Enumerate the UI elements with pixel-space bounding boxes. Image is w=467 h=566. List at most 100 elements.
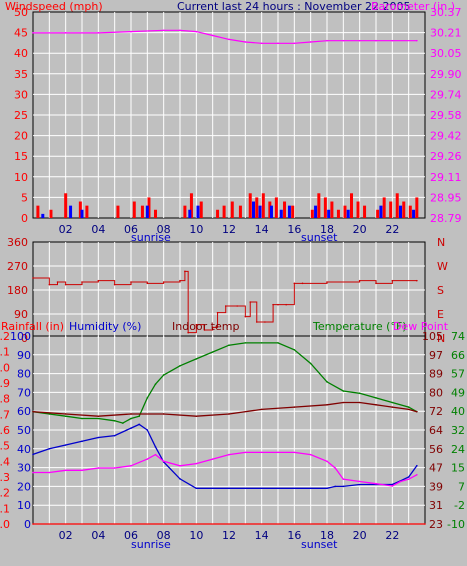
temperature-point-5 xyxy=(113,420,116,422)
dewpoint-point-18 xyxy=(309,453,312,456)
dewpoint-point-13 xyxy=(228,453,230,456)
barometer-point-6 xyxy=(195,30,198,33)
indoor-temp-point-1 xyxy=(64,413,67,415)
barometer-point-7 xyxy=(211,34,214,37)
barometer-point-11 xyxy=(277,42,279,45)
windspeed-bar-26 xyxy=(323,197,327,218)
indoor-temp-point-12 xyxy=(375,403,377,406)
humidity-tick-30: 30 xyxy=(17,462,31,475)
wind-tick-20: 20 xyxy=(14,130,28,143)
windspeed-bar-11 xyxy=(189,193,193,218)
baro-tick-3: 29.26 xyxy=(430,150,462,163)
x-tick-bottom-10: 10 xyxy=(189,529,203,542)
baro-tick-6: 29.74 xyxy=(430,88,462,101)
indoor-temp-point-0 xyxy=(32,410,34,413)
humidity-point-4 xyxy=(97,436,100,439)
wind-direction-point-14 xyxy=(203,329,206,331)
indoor-temp-point-13 xyxy=(391,406,394,408)
sunset-label-bottom: sunset xyxy=(301,538,338,551)
x-tick-bottom-22: 22 xyxy=(385,529,399,542)
rain-tick-9: 0.9 xyxy=(0,377,10,390)
dewpoint-point-19 xyxy=(326,460,328,463)
humidity-point-16 xyxy=(260,487,263,490)
temp-tick-56: 56 xyxy=(429,443,443,456)
temperature-point-14 xyxy=(211,351,214,353)
wind-direction-point-9 xyxy=(162,281,165,283)
rain-tick-8: 0.8 xyxy=(0,393,10,406)
x-tick-top-02: 02 xyxy=(59,223,73,236)
wind-direction-point-29 xyxy=(358,279,361,282)
dewpoint-point-2 xyxy=(64,469,67,472)
humidity-point-28 xyxy=(416,464,418,467)
humidity-tick-10: 10 xyxy=(17,499,31,512)
barometer-point-16 xyxy=(358,39,361,42)
barometer-point-8 xyxy=(228,38,230,41)
temperature-point-22 xyxy=(342,390,345,392)
windspeed-bar-22 xyxy=(283,201,287,218)
gust-bar-1 xyxy=(69,205,73,218)
temperature-point-15 xyxy=(228,344,230,346)
dewpoint-tick-8: 57 xyxy=(451,368,465,381)
humidity-point-14 xyxy=(228,487,230,490)
dewpoint-axis-title: Dew Point xyxy=(393,320,449,333)
x-tick-top-16: 16 xyxy=(287,223,301,236)
wind-tick-30: 30 xyxy=(14,88,28,101)
humidity-tick-60: 60 xyxy=(17,405,31,418)
barometer-axis-title: Barometer (in.) xyxy=(371,0,455,13)
temperature-point-4 xyxy=(97,417,100,420)
windspeed-bar-1 xyxy=(49,209,53,218)
humidity-point-6 xyxy=(130,427,132,429)
dewpoint-point-8 xyxy=(154,453,157,456)
humidity-tick-0: 0 xyxy=(24,518,31,531)
temp-tick-97: 97 xyxy=(429,349,443,362)
barometer-point-17 xyxy=(375,39,377,42)
temperature-line xyxy=(32,342,418,424)
dewpoint-point-3 xyxy=(81,469,83,472)
dewpoint-point-26 xyxy=(407,478,410,481)
x-tick-bottom-18: 18 xyxy=(320,529,334,542)
x-tick-top-10: 10 xyxy=(189,223,203,236)
chart-title: Current last 24 hours : November 22 2005 xyxy=(177,0,410,13)
rain-tick-5: 0.5 xyxy=(0,440,10,453)
humidity-point-22 xyxy=(342,485,345,488)
wind-direction-point-8 xyxy=(146,282,149,285)
dewpoint-point-15 xyxy=(260,451,263,454)
dewpoint-point-4 xyxy=(97,467,100,469)
barometer-line xyxy=(33,29,417,44)
temperature-point-17 xyxy=(260,342,263,344)
windspeed-bar-31 xyxy=(356,201,360,218)
sunset-label-top: sunset xyxy=(301,231,338,244)
rain-tick-11: 1.1 xyxy=(0,346,10,359)
wind-direction-point-15 xyxy=(211,326,214,329)
x-tick-top-08: 08 xyxy=(157,223,171,236)
baro-tick-4: 29.42 xyxy=(430,130,462,143)
windspeed-bar-36 xyxy=(395,193,399,218)
windspeed-bar-15 xyxy=(230,201,234,218)
dewpoint-point-22 xyxy=(358,480,361,483)
windspeed-bar-14 xyxy=(222,205,226,218)
x-tick-top-12: 12 xyxy=(222,223,236,236)
baro-tick-5: 29.58 xyxy=(430,109,462,122)
humidity-point-0 xyxy=(32,453,34,456)
wind-direction-point-1 xyxy=(48,283,51,286)
temperature-point-26 xyxy=(407,406,410,408)
windspeed-bar-0 xyxy=(36,205,40,218)
dir-tick-360: 360 xyxy=(7,236,28,249)
series-layer xyxy=(32,29,426,525)
x-tick-bottom-02: 02 xyxy=(59,529,73,542)
wind-direction-point-2 xyxy=(56,281,59,283)
dewpoint-point-25 xyxy=(399,480,402,483)
wind-direction-point-17 xyxy=(224,305,227,307)
temperature-point-23 xyxy=(358,392,361,395)
temp-tick-23: 23 xyxy=(429,518,443,531)
rainfall-point-1 xyxy=(424,523,426,525)
humidity-point-9 xyxy=(154,446,157,448)
dewpoint-tick-10: 74 xyxy=(451,330,465,343)
wind-direction-point-16 xyxy=(216,311,219,314)
gust-bar-7 xyxy=(258,205,262,218)
wind-tick-35: 35 xyxy=(14,68,28,81)
windspeed-bar-9 xyxy=(154,209,157,218)
dewpoint-point-12 xyxy=(211,458,214,460)
